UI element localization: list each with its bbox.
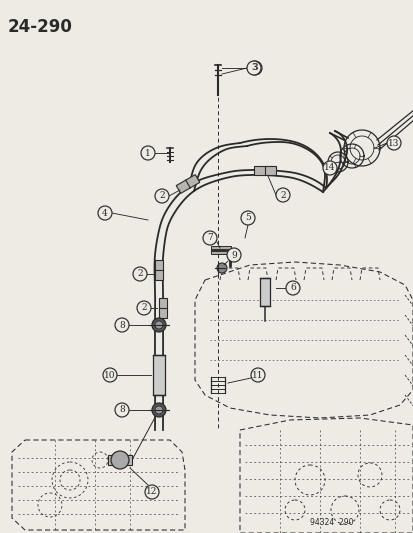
Circle shape bbox=[103, 368, 117, 382]
Circle shape bbox=[386, 136, 400, 150]
Text: 14: 14 bbox=[323, 164, 335, 173]
Circle shape bbox=[322, 161, 336, 175]
Bar bbox=[211, 246, 230, 254]
Text: 6: 6 bbox=[290, 284, 295, 293]
Text: 8: 8 bbox=[119, 320, 125, 329]
Bar bbox=[108, 455, 132, 465]
Circle shape bbox=[133, 267, 147, 281]
Circle shape bbox=[247, 61, 261, 75]
Text: 3: 3 bbox=[252, 63, 257, 72]
Text: 1: 1 bbox=[145, 149, 150, 157]
Text: 10: 10 bbox=[104, 370, 116, 379]
Circle shape bbox=[154, 321, 163, 329]
Bar bbox=[159, 298, 166, 318]
Circle shape bbox=[115, 403, 129, 417]
Text: 3: 3 bbox=[251, 63, 256, 72]
Bar bbox=[259, 278, 269, 306]
Text: 2: 2 bbox=[137, 270, 142, 279]
Circle shape bbox=[137, 301, 151, 315]
Circle shape bbox=[154, 189, 169, 203]
Circle shape bbox=[152, 318, 166, 332]
Circle shape bbox=[240, 211, 254, 225]
Text: 5: 5 bbox=[244, 214, 250, 222]
Circle shape bbox=[115, 318, 129, 332]
Circle shape bbox=[98, 206, 112, 220]
Circle shape bbox=[111, 451, 129, 469]
Circle shape bbox=[285, 281, 299, 295]
Text: 2: 2 bbox=[280, 190, 285, 199]
Circle shape bbox=[152, 403, 166, 417]
Text: 94324  290: 94324 290 bbox=[309, 518, 353, 527]
Circle shape bbox=[202, 231, 216, 245]
Circle shape bbox=[247, 61, 260, 75]
Text: 8: 8 bbox=[119, 406, 125, 415]
Text: 12: 12 bbox=[146, 488, 157, 497]
Text: 24-290: 24-290 bbox=[8, 18, 73, 36]
Circle shape bbox=[275, 188, 289, 202]
Text: 4: 4 bbox=[102, 208, 108, 217]
Circle shape bbox=[216, 263, 226, 273]
Circle shape bbox=[141, 146, 154, 160]
Text: 13: 13 bbox=[387, 139, 399, 148]
Circle shape bbox=[250, 368, 264, 382]
Text: 9: 9 bbox=[230, 251, 236, 260]
Bar bbox=[254, 166, 275, 174]
Text: 2: 2 bbox=[159, 191, 164, 200]
Circle shape bbox=[154, 406, 163, 414]
Text: 7: 7 bbox=[206, 233, 212, 243]
Text: 11: 11 bbox=[252, 370, 263, 379]
Bar bbox=[154, 260, 163, 280]
Bar bbox=[153, 355, 165, 395]
Bar bbox=[176, 175, 199, 193]
Circle shape bbox=[145, 485, 159, 499]
Circle shape bbox=[226, 248, 240, 262]
Text: 2: 2 bbox=[141, 303, 147, 312]
